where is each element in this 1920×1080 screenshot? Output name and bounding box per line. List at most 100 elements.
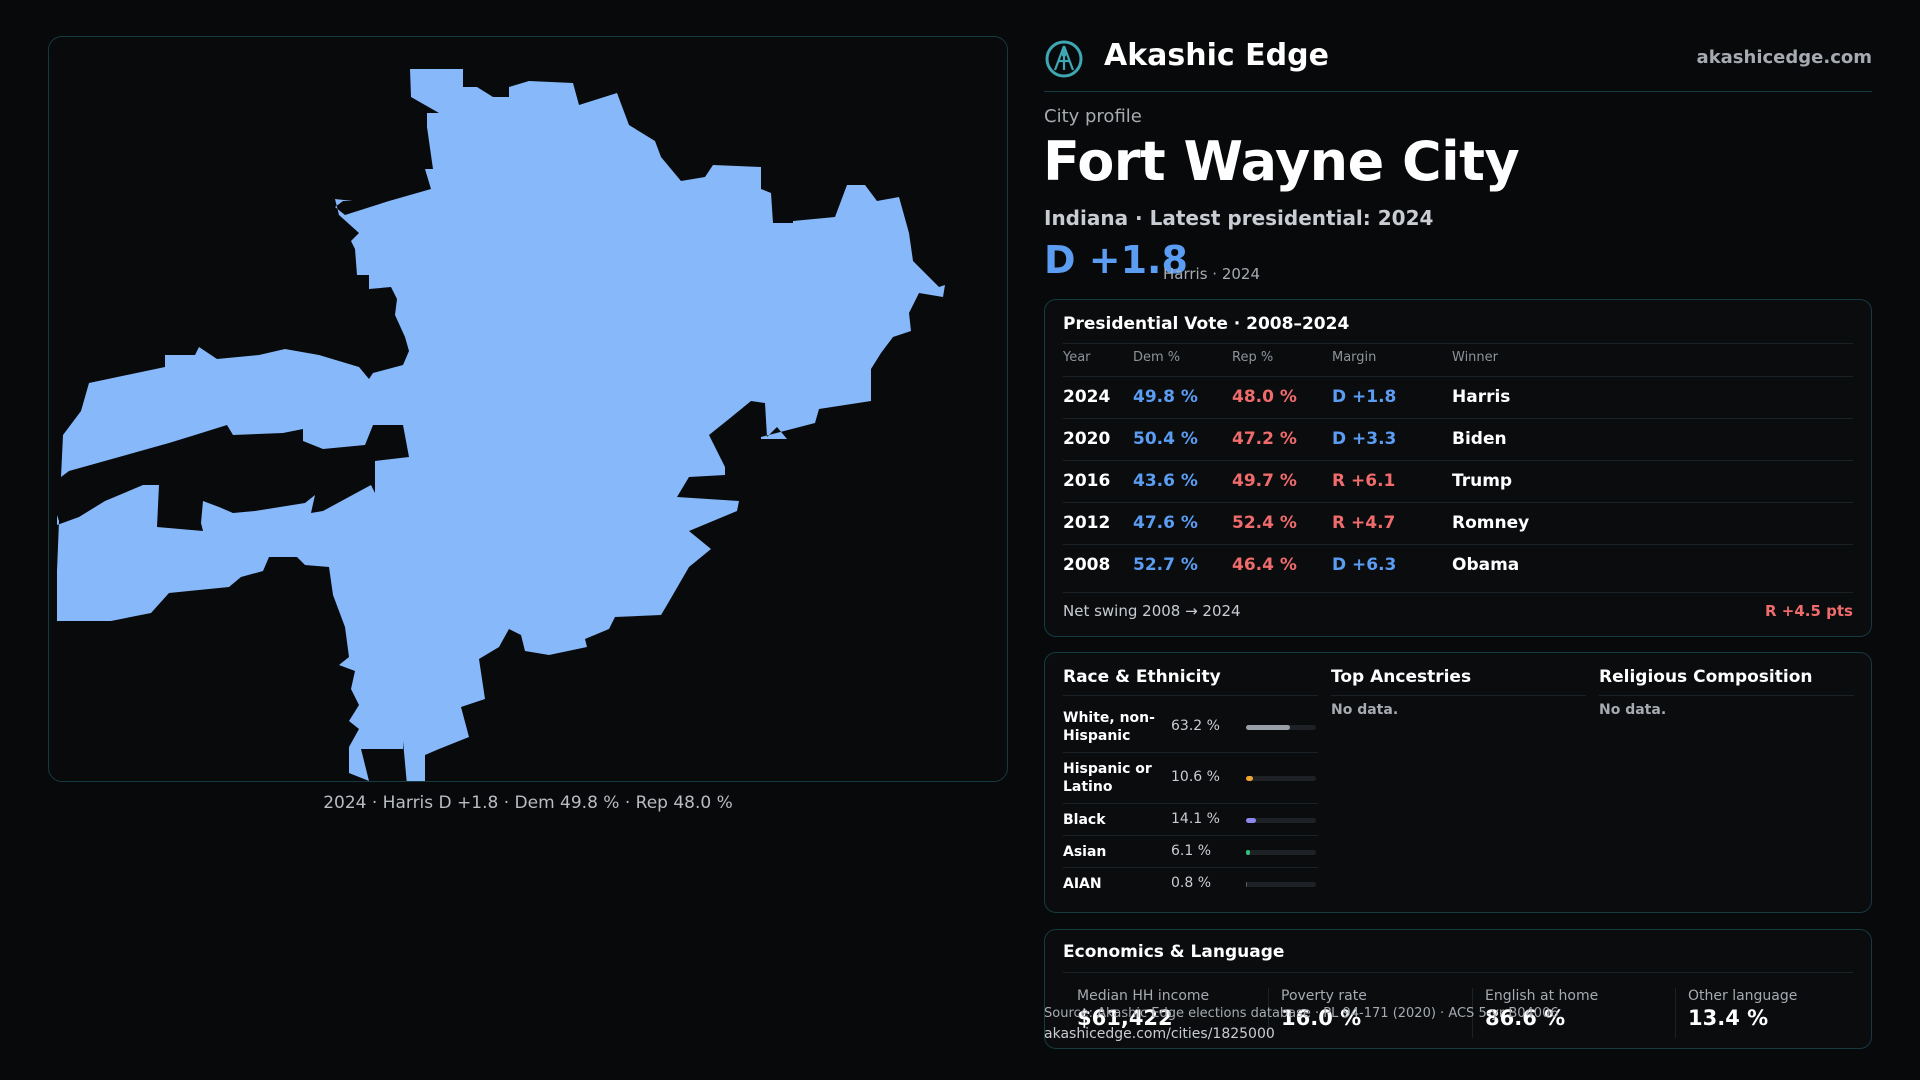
column-header-rep: Rep % [1232, 350, 1274, 365]
cell-rep: 46.4 % [1232, 555, 1297, 575]
cell-dem: 52.7 % [1133, 555, 1198, 575]
cell-winner: Trump [1452, 471, 1513, 491]
cell-winner: Harris [1452, 387, 1511, 407]
cell-rep: 52.4 % [1232, 513, 1297, 533]
city-boundary-map[interactable] [49, 37, 1008, 782]
divider [1472, 988, 1473, 1038]
table-row: 2024 49.8 % 48.0 % D +1.8 Harris [1063, 376, 1853, 418]
source-citation: Source: Akashic Edge elections database … [1044, 1006, 1559, 1021]
race-bar-fill [1246, 725, 1291, 730]
stat-english-at-home: English at home 86.6 % [1485, 988, 1675, 1030]
stat-value: 86.6 % [1485, 1006, 1566, 1030]
race-ethnicity-section: Race & Ethnicity White, non-Hispanic 63.… [1063, 667, 1318, 900]
net-swing-value: R +4.5 pts [1765, 602, 1853, 620]
cell-winner: Romney [1452, 513, 1530, 533]
race-bar-track [1246, 776, 1316, 781]
vote-table-header: Year Dem % Rep % Margin Winner [1063, 350, 1853, 376]
stat-value: 16.0 % [1281, 1006, 1362, 1030]
race-label: AIAN [1063, 876, 1102, 892]
brand-name[interactable]: Akashic Edge [1104, 38, 1329, 73]
table-row: 2020 50.4 % 47.2 % D +3.3 Biden [1063, 418, 1853, 460]
cell-rep: 48.0 % [1232, 387, 1297, 407]
demographics-card: Race & Ethnicity White, non-Hispanic 63.… [1044, 652, 1872, 913]
presidential-vote-card: Presidential Vote · 2008–2024 Year Dem %… [1044, 299, 1872, 637]
cell-rep: 47.2 % [1232, 429, 1297, 449]
race-label: Black [1063, 812, 1106, 828]
divider [1063, 592, 1853, 593]
cell-dem: 50.4 % [1133, 429, 1198, 449]
akashic-compass-icon[interactable] [1044, 39, 1084, 79]
cell-dem: 49.8 % [1133, 387, 1198, 407]
race-bar-track [1246, 818, 1316, 823]
column-header-winner: Winner [1452, 350, 1499, 365]
vote-card-title: Presidential Vote · 2008–2024 [1063, 314, 1350, 334]
cell-margin: R +6.1 [1332, 471, 1396, 491]
ancestries-section-title: Top Ancestries [1331, 667, 1472, 687]
divider [1268, 988, 1269, 1038]
race-row-asian: Asian 6.1 % [1063, 836, 1318, 868]
cell-margin: R +4.7 [1332, 513, 1396, 533]
race-row-white: White, non-Hispanic 63.2 % [1063, 702, 1318, 753]
page-eyebrow: City profile [1044, 106, 1142, 127]
race-row-aian: AIAN 0.8 % [1063, 868, 1318, 900]
permalink[interactable]: akashicedge.com/cities/1825000 [1044, 1026, 1275, 1042]
stat-median-income: Median HH income $61,422 [1077, 988, 1267, 1030]
table-row: 2016 43.6 % 49.7 % R +6.1 Trump [1063, 460, 1853, 502]
column-header-dem: Dem % [1133, 350, 1181, 365]
race-percent: 6.1 % [1171, 843, 1212, 859]
divider [1063, 343, 1853, 344]
cell-year: 2012 [1063, 513, 1111, 533]
stat-label: English at home [1485, 988, 1599, 1004]
cell-year: 2008 [1063, 555, 1111, 575]
cell-year: 2020 [1063, 429, 1111, 449]
race-percent: 63.2 % [1171, 718, 1220, 734]
cell-rep: 49.7 % [1232, 471, 1297, 491]
cell-dem: 47.6 % [1133, 513, 1198, 533]
brand-domain-link[interactable]: akashicedge.com [1696, 47, 1872, 68]
economics-card-title: Economics & Language [1063, 942, 1285, 962]
cell-dem: 43.6 % [1133, 471, 1198, 491]
race-row-black: Black 14.1 % [1063, 804, 1318, 836]
stat-label: Median HH income [1077, 988, 1210, 1004]
divider [1063, 972, 1853, 973]
headline-margin: D +1.8 [1044, 238, 1188, 282]
race-label: White, non-Hispanic [1063, 710, 1155, 744]
race-percent: 0.8 % [1171, 875, 1212, 891]
stat-value: 13.4 % [1688, 1006, 1769, 1030]
stat-label: Other language [1688, 988, 1798, 1004]
race-bar-fill [1246, 882, 1248, 887]
divider [1063, 695, 1318, 696]
city-boundary-shape[interactable] [57, 69, 945, 782]
map-caption: 2024 · Harris D +1.8 · Dem 49.8 % · Rep … [323, 793, 733, 813]
race-bar-track [1246, 850, 1316, 855]
net-swing-label: Net swing 2008 → 2024 [1063, 602, 1241, 620]
divider [1331, 695, 1586, 696]
stat-label: Poverty rate [1281, 988, 1367, 1004]
race-row-hispanic: Hispanic or Latino 10.6 % [1063, 753, 1318, 804]
ancestries-empty-state: No data. [1331, 702, 1399, 718]
race-section-title: Race & Ethnicity [1063, 667, 1221, 687]
religion-section-title: Religious Composition [1599, 667, 1813, 687]
cell-year: 2024 [1063, 387, 1111, 407]
cell-margin: D +3.3 [1332, 429, 1397, 449]
stat-value: $61,422 [1077, 1006, 1173, 1030]
race-bar-fill [1246, 818, 1256, 823]
stat-other-language: Other language 13.4 % [1688, 988, 1878, 1030]
page-title: Fort Wayne City [1043, 130, 1520, 193]
page-subtitle: Indiana · Latest presidential: 2024 [1044, 206, 1434, 230]
race-percent: 14.1 % [1171, 811, 1220, 827]
religion-empty-state: No data. [1599, 702, 1667, 718]
divider [1675, 988, 1676, 1038]
race-percent: 10.6 % [1171, 769, 1220, 785]
race-bar-fill [1246, 850, 1251, 855]
divider [1599, 695, 1854, 696]
race-bar-track [1246, 882, 1316, 887]
column-header-year: Year [1063, 350, 1091, 365]
religion-section: Religious Composition No data. [1599, 667, 1854, 718]
city-map-panel[interactable] [48, 36, 1008, 782]
column-header-margin: Margin [1332, 350, 1377, 365]
cell-winner: Obama [1452, 555, 1520, 575]
stat-poverty-rate: Poverty rate 16.0 % [1281, 988, 1471, 1030]
race-bar-track [1246, 725, 1316, 730]
cell-margin: D +6.3 [1332, 555, 1397, 575]
